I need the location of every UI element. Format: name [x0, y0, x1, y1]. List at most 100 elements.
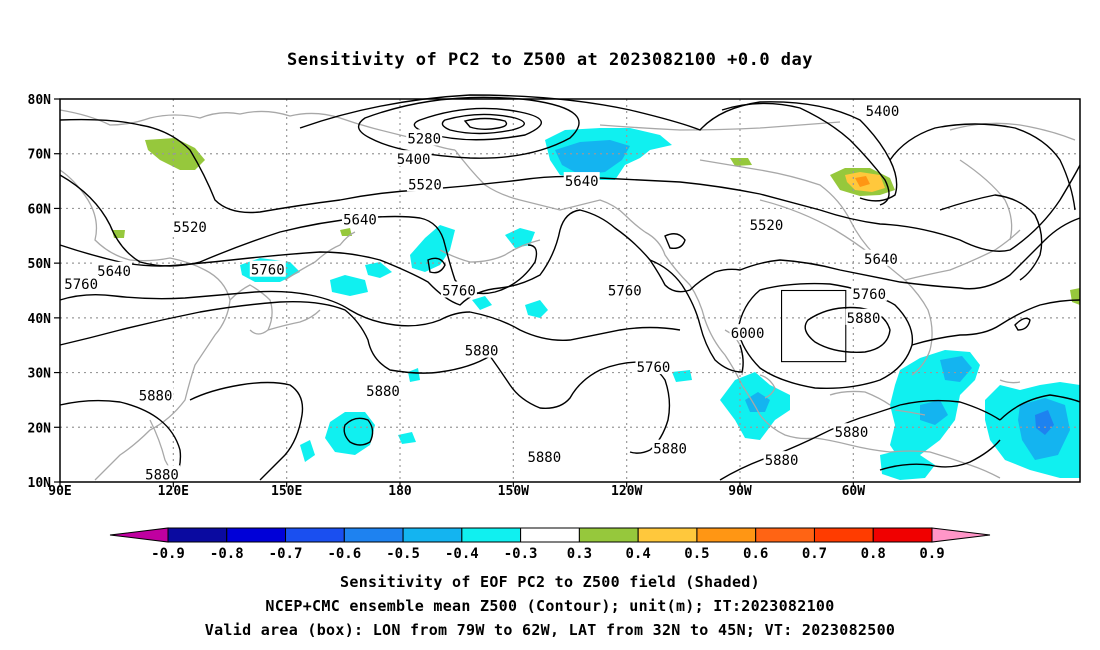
contour-label: 5640	[343, 212, 377, 228]
contour-label: 5760	[251, 263, 285, 279]
contour-label: 5880	[765, 453, 799, 469]
lon-label: 120W	[611, 484, 642, 499]
lon-label: 180	[388, 484, 412, 499]
contour-label-bg	[763, 451, 800, 468]
contour-label: 5760	[637, 360, 671, 376]
contour-label: 5880	[366, 384, 400, 400]
lightblue-shade	[940, 356, 972, 382]
contour-label-bg	[406, 175, 443, 192]
cyan-shade	[398, 432, 416, 444]
contour-label: 5880	[145, 467, 179, 483]
colorbar-left-arrow	[109, 527, 169, 543]
contour-5880-se2	[899, 399, 1001, 421]
contour-5880-sw	[59, 399, 182, 481]
contour-label: 5880	[847, 311, 881, 327]
contour-6000	[804, 306, 891, 353]
contour-label-bg	[144, 465, 180, 482]
colorbar-swatch	[402, 527, 463, 543]
contour-5760-bend	[649, 259, 744, 373]
contour-5880-ring	[343, 417, 374, 446]
contour-label-bg	[748, 215, 785, 232]
colorbar-tick-label: -0.7	[269, 546, 303, 562]
contour-label-bg	[729, 324, 766, 341]
contour-label-bg	[463, 341, 500, 358]
colorbar-tick-label: 0.7	[802, 546, 827, 562]
map-title: Sensitivity of PC2 to Z500 at 2023082100…	[286, 50, 813, 70]
contour-5760-lower	[59, 290, 471, 327]
contour-5880-mid	[59, 301, 671, 454]
lat-label: 20N	[28, 421, 52, 436]
contour-5520-west	[59, 118, 521, 214]
lat-label: 50N	[28, 257, 52, 272]
contour-label-bg	[563, 172, 600, 189]
colorbar-tick-label: 0.4	[626, 546, 651, 562]
contour-label-bg	[171, 218, 208, 235]
lon-label: 90W	[728, 484, 752, 499]
contour-label-bg	[652, 439, 689, 456]
contour-label: 6000	[731, 326, 765, 342]
colorbar-right-arrow	[931, 527, 991, 543]
contour-label: 5760	[64, 277, 98, 293]
contour-label-bg	[526, 447, 563, 464]
lat-label: 70N	[28, 148, 52, 163]
colorbar-tick-label: -0.4	[445, 546, 479, 562]
contour-5400-east	[721, 102, 890, 206]
contour-label: 5280	[407, 131, 441, 147]
contour-5400	[357, 96, 580, 159]
contour-label: 5400	[866, 104, 900, 120]
colorbar-swatch	[343, 527, 404, 543]
contour-label: 5880	[835, 425, 869, 441]
contour-5640-east2	[939, 194, 1043, 281]
green-shade	[730, 158, 752, 166]
contour-label: 5640	[565, 174, 599, 190]
z500-contours	[59, 94, 1081, 481]
contour-label-bg	[137, 386, 174, 403]
cyan-shade	[330, 275, 368, 296]
contour-label: 5880	[653, 442, 687, 458]
colorbar-swatch	[637, 527, 698, 543]
contour-label-bg	[862, 249, 899, 266]
contour-5880-low	[879, 439, 1001, 471]
contour-5640-mid	[519, 164, 1081, 252]
footer-line-3: Valid area (box): LON from 79W to 62W, L…	[204, 621, 896, 639]
contour-5520-east	[889, 123, 1076, 211]
contour-label-bg	[606, 281, 643, 298]
contour-5880-se	[719, 404, 901, 481]
lon-label: 120E	[158, 484, 189, 499]
lat-label: 40N	[28, 312, 52, 327]
colorbar-tick-label: 0.5	[684, 546, 709, 562]
lightblue-shade	[920, 400, 948, 425]
contour-label-bg	[845, 308, 882, 325]
colorbar-swatch	[813, 527, 874, 543]
contour-label: 5520	[408, 177, 442, 193]
contour-label-bg	[833, 423, 870, 440]
contour-5520-north	[299, 94, 898, 202]
contour-small-loop-e	[1014, 317, 1031, 331]
orange-shade	[855, 176, 870, 187]
lightblue-shade	[745, 392, 770, 412]
contour-label-bg	[851, 284, 888, 301]
valid-area-box	[781, 289, 847, 363]
green-shade	[340, 228, 352, 236]
colorbar-swatch	[696, 527, 757, 543]
contour-5880-high	[737, 282, 914, 389]
contour-label: 5880	[139, 389, 173, 405]
contour-labels: 5400 5280 5400 5520 5640 5520 5520 5640 5640 5640…	[63, 102, 901, 483]
cyan-shade	[408, 368, 420, 382]
contour-label-bg	[249, 260, 286, 277]
lon-label: 150E	[271, 484, 302, 499]
contour-label-bg	[395, 150, 432, 167]
colorbar-swatch	[461, 527, 522, 543]
blue-shade	[1035, 410, 1054, 435]
contour-label-bg	[341, 210, 378, 227]
footer-line-1: Sensitivity of EOF PC2 to Z500 field (Sh…	[340, 573, 760, 591]
contour-5280-inner	[441, 113, 525, 135]
contour-label: 5760	[608, 284, 642, 300]
cyan-shade	[325, 412, 375, 455]
contour-label-bg	[63, 274, 100, 291]
contour-label-bg	[440, 281, 477, 298]
cyan-shade	[672, 370, 692, 382]
contour-5880-upper	[469, 311, 681, 341]
